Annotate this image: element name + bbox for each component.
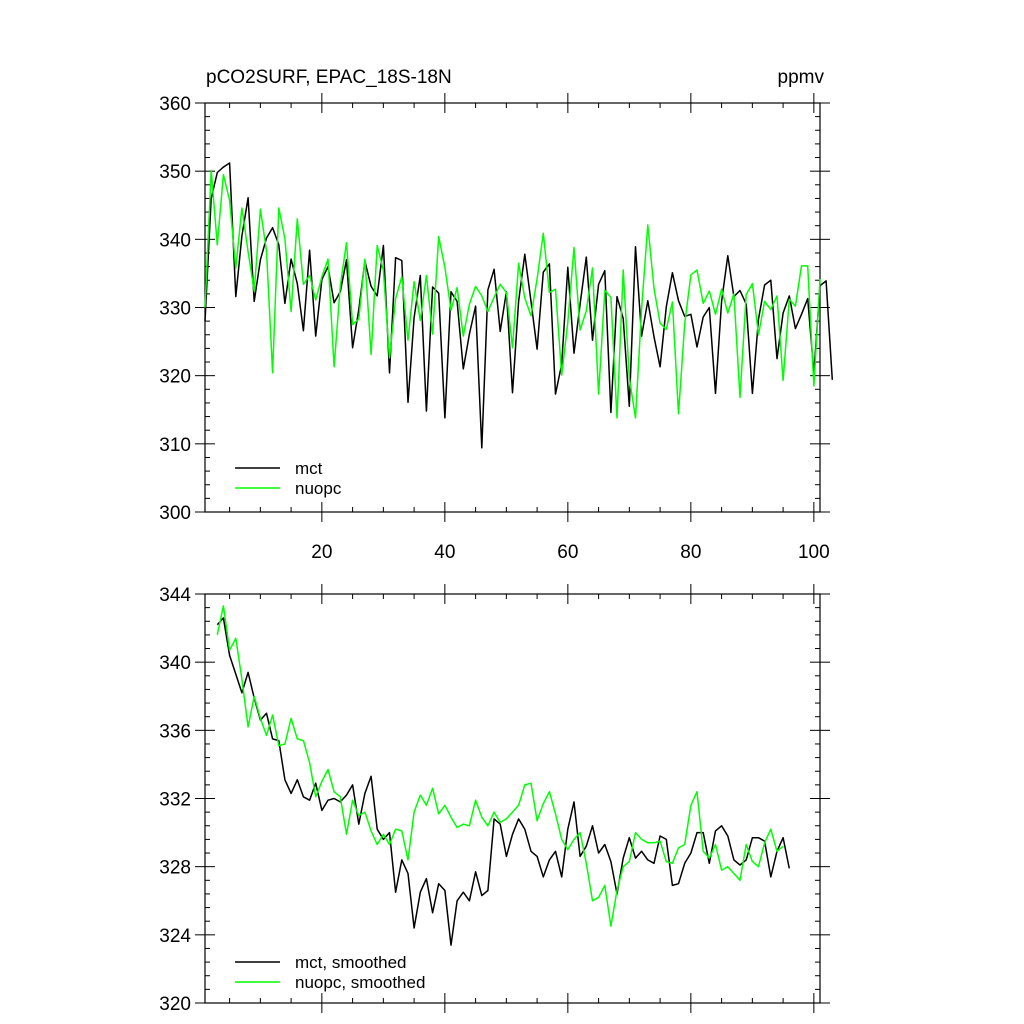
series-line-mct-smoothed — [216, 617, 791, 946]
y-tick-label: 332 — [159, 790, 191, 811]
x-tick-label: 40 — [434, 542, 455, 563]
x-tick-label: 20 — [311, 542, 332, 563]
y-tick-label: 324 — [159, 926, 191, 947]
legend-label: nuopc, smoothed — [295, 973, 425, 992]
x-tick-label: 80 — [680, 542, 701, 563]
y-tick-label: 328 — [159, 858, 191, 879]
y-tick-label: 330 — [159, 299, 191, 320]
legend-label: mct, smoothed — [295, 953, 407, 972]
bottom-plot-frame — [204, 593, 821, 1004]
y-tick-label: 344 — [159, 585, 191, 606]
series-line-mct — [204, 162, 834, 449]
x-tick-label: 60 — [557, 542, 578, 563]
top-panel: pCO2SURF, EPAC_18S-18N ppmv 20 40 60 80 100 3… — [159, 67, 834, 563]
y-tick-label: 320 — [159, 994, 191, 1015]
legend-label: mct — [295, 459, 323, 478]
y-tick-label: 340 — [159, 653, 191, 674]
y-tick-label: 340 — [159, 230, 191, 251]
x-tick-label: 100 — [798, 542, 830, 563]
top-panel-title: pCO2SURF, EPAC_18S-18N — [206, 67, 452, 88]
bottom-panel: 320 324 328 332 336 340 344 mct, smoothednuopc… — [159, 584, 830, 1015]
series-line-nuopc — [204, 169, 821, 419]
y-tick-label: 300 — [159, 503, 191, 524]
y-tick-label: 310 — [159, 435, 191, 456]
y-tick-label: 320 — [159, 367, 191, 388]
y-tick-label: 336 — [159, 721, 191, 742]
top-plot-frame — [204, 102, 821, 513]
y-tick-label: 350 — [159, 162, 191, 183]
y-tick-label: 360 — [159, 94, 191, 115]
legend-label: nuopc — [295, 479, 342, 498]
top-panel-units: ppmv — [778, 67, 825, 88]
series-line-nuopc-smoothed — [216, 605, 784, 928]
